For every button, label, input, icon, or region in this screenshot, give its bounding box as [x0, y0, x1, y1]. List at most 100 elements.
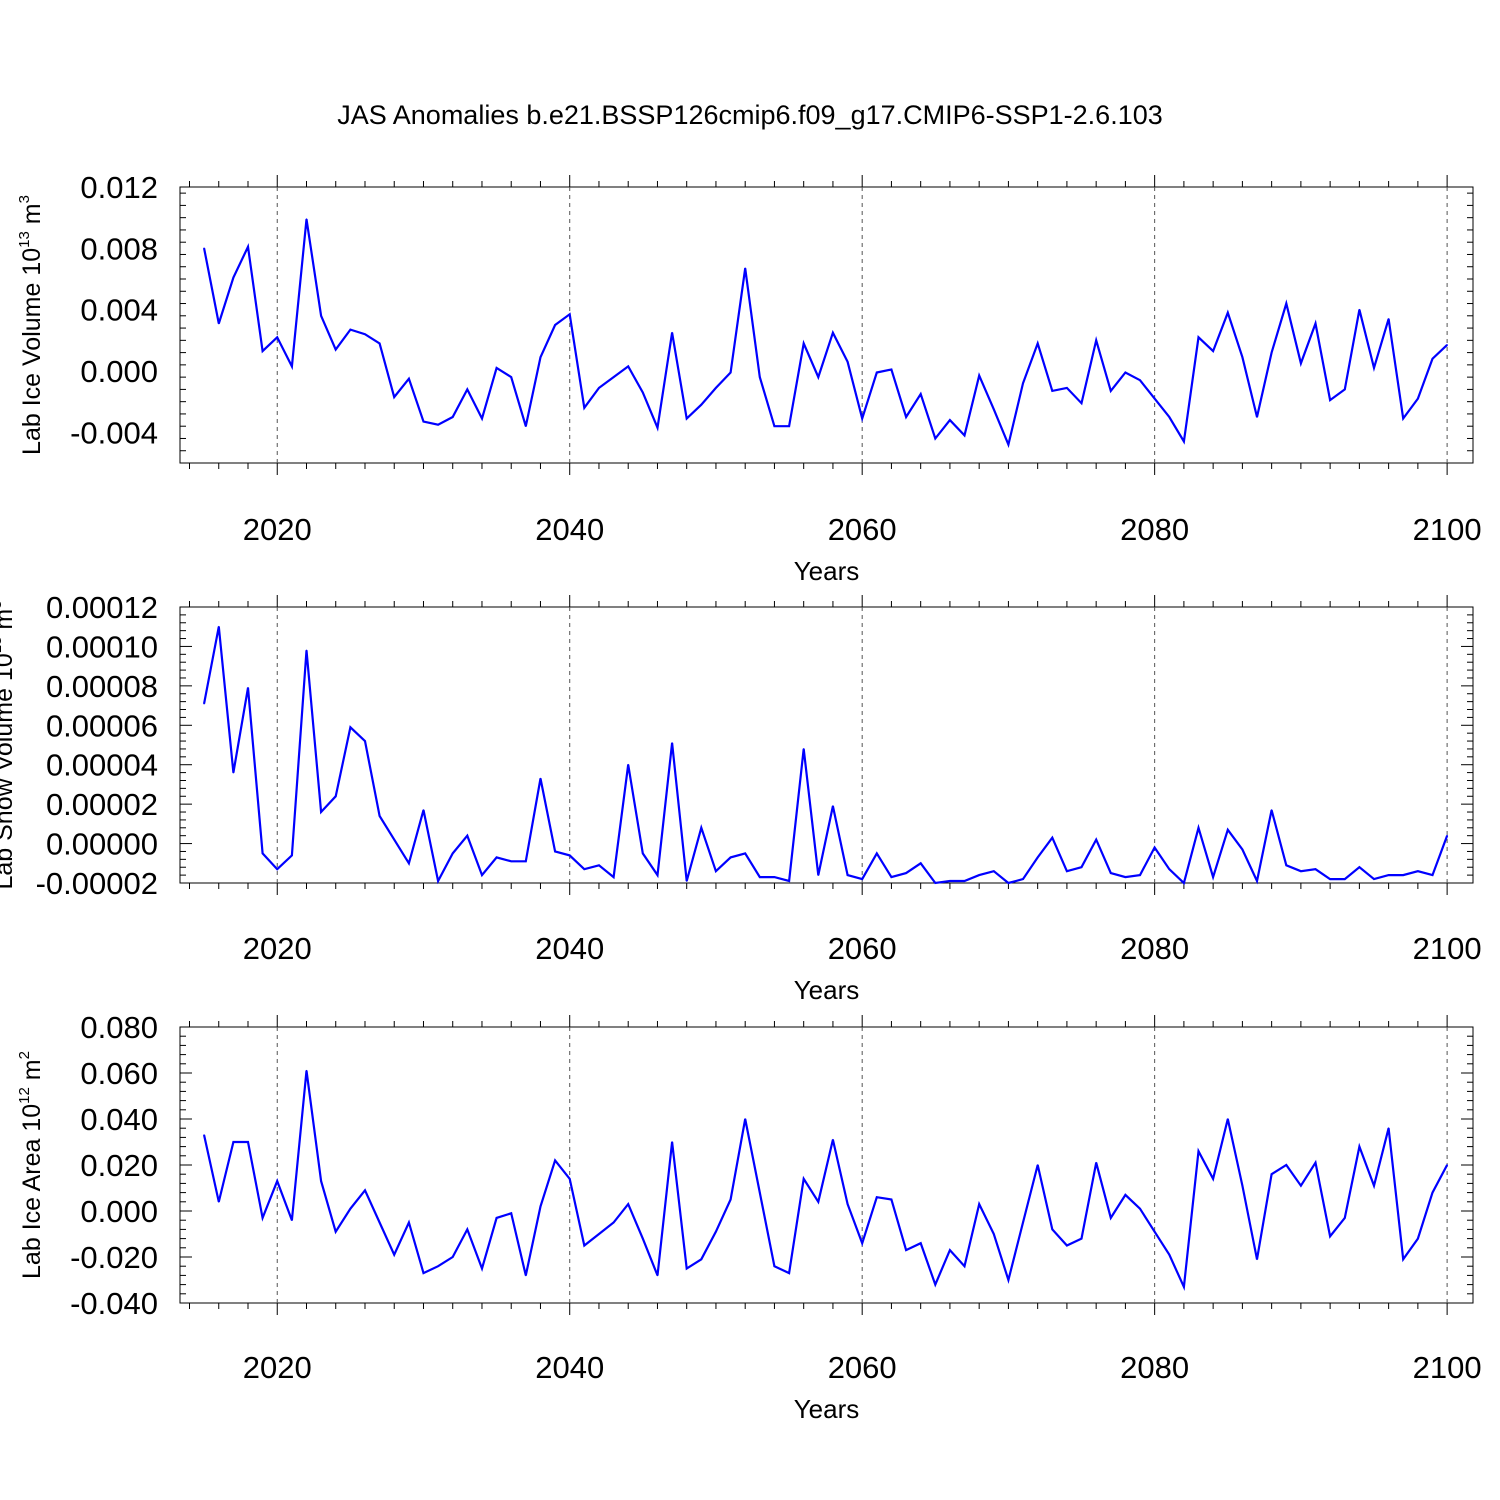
- data-point: [1197, 336, 1200, 339]
- y-tick-label: 0.008: [80, 231, 158, 266]
- data-point: [334, 1230, 337, 1233]
- data-point: [247, 1141, 249, 1143]
- data-point: [963, 1265, 966, 1267]
- data-point: [1124, 1194, 1127, 1196]
- data-point: [1124, 371, 1127, 374]
- data-point: [247, 246, 249, 248]
- data-point: [218, 1201, 220, 1203]
- data-point: [963, 434, 966, 437]
- data-point: [729, 1198, 732, 1201]
- data-point: [1387, 1127, 1390, 1129]
- x-tick-label: 2060: [828, 931, 897, 966]
- data-point: [481, 1267, 483, 1270]
- data-point: [919, 862, 922, 865]
- data-point: [466, 1228, 469, 1231]
- data-point: [1183, 882, 1185, 884]
- data-point: [583, 407, 586, 409]
- data-point: [773, 876, 776, 878]
- data-point: [949, 880, 951, 882]
- x-tick-label: 2020: [243, 931, 312, 966]
- y-axis-title-exp: 13: [0, 637, 5, 654]
- y-tick-label: 0.012: [80, 170, 158, 205]
- data-point: [817, 1201, 820, 1203]
- data-point: [671, 1141, 673, 1143]
- data-point: [1344, 878, 1346, 880]
- y-axis-title: Lab Ice Volume 1013 m3: [16, 195, 46, 455]
- y-axis-title-unit: m: [18, 1059, 46, 1087]
- data-point: [1007, 882, 1010, 884]
- data-point: [1417, 870, 1419, 872]
- data-point: [1139, 379, 1141, 382]
- data-point: [1446, 834, 1448, 837]
- x-axis-title: Years: [794, 1394, 860, 1424]
- data-point: [1285, 302, 1288, 305]
- y-tick-label: 0.004: [80, 293, 158, 328]
- x-tick-label: 2080: [1120, 931, 1189, 966]
- data-point: [349, 328, 352, 331]
- data-point: [1446, 344, 1448, 346]
- data-point: [642, 1237, 644, 1240]
- data-point: [802, 1178, 805, 1180]
- y-tick-label: -0.040: [70, 1286, 158, 1321]
- data-point: [422, 809, 425, 811]
- data-point: [1110, 390, 1112, 392]
- data-point: [656, 874, 659, 876]
- data-point: [1139, 874, 1141, 876]
- data-point: [656, 1274, 659, 1277]
- data-point: [642, 391, 644, 394]
- data-point: [1256, 416, 1258, 418]
- data-point: [934, 437, 937, 440]
- data-point: [525, 425, 527, 428]
- data-point: [1168, 416, 1171, 418]
- data-point: [291, 854, 293, 857]
- data-point: [963, 880, 966, 882]
- data-point: [305, 218, 308, 220]
- y-axis-title-unit: m: [0, 609, 18, 637]
- x-tick-label: 2080: [1120, 1350, 1189, 1385]
- data-point: [1300, 1184, 1302, 1187]
- data-point: [334, 795, 337, 798]
- data-point: [832, 1138, 834, 1141]
- data-point: [1007, 1279, 1010, 1281]
- series-line: [203, 219, 1448, 449]
- data-point: [861, 1242, 863, 1244]
- data-point: [408, 377, 410, 380]
- data-point: [612, 876, 615, 878]
- data-point: [1241, 1184, 1244, 1187]
- data-point: [437, 423, 439, 426]
- y-tick-label: 0.00000: [46, 827, 158, 862]
- data-point: [510, 376, 512, 378]
- data-point: [685, 880, 688, 882]
- y-axis-title-main: Lab Ice Volume 10: [18, 248, 46, 455]
- x-tick-label: 2040: [535, 1350, 604, 1385]
- data-point: [408, 862, 410, 865]
- data-point: [802, 748, 805, 750]
- data-point: [364, 1189, 366, 1192]
- y-axis-title-unit-exp: 3: [0, 600, 5, 608]
- data-point: [1300, 362, 1302, 365]
- data-point: [232, 771, 235, 774]
- data-point: [1270, 351, 1273, 354]
- data-point: [525, 1274, 527, 1277]
- data-point: [554, 850, 556, 853]
- data-point: [1080, 402, 1083, 405]
- data-point: [1431, 357, 1434, 360]
- x-tick-label: 2100: [1413, 931, 1482, 966]
- y-tick-label: 0.00004: [46, 748, 158, 783]
- data-point: [861, 878, 863, 880]
- data-point: [583, 1244, 586, 1247]
- data-point: [1022, 878, 1024, 880]
- data-point: [788, 880, 790, 882]
- data-point: [934, 1283, 937, 1286]
- data-point: [364, 740, 366, 742]
- data-point: [320, 811, 322, 813]
- data-point: [1183, 1286, 1185, 1288]
- data-point: [612, 1221, 615, 1224]
- data-point: [773, 1265, 776, 1267]
- data-point: [583, 868, 586, 870]
- data-point: [1402, 417, 1404, 420]
- data-point: [802, 342, 805, 345]
- data-point: [1373, 878, 1375, 880]
- data-point: [422, 420, 425, 423]
